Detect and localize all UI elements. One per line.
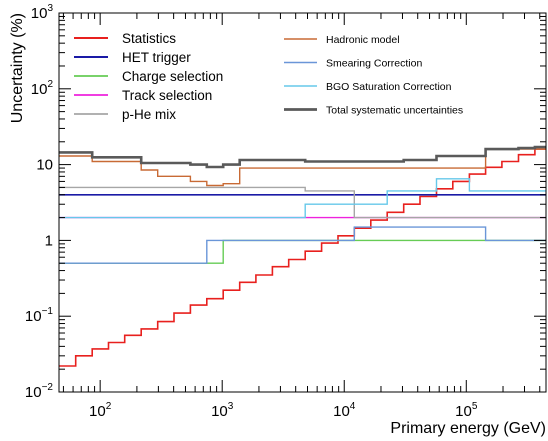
y-tick-label: 10−1 xyxy=(25,306,54,325)
legend-label-total-systematic-uncertainties: Total systematic uncertainties xyxy=(326,105,463,117)
legend-label-het-trigger: HET trigger xyxy=(122,50,191,65)
y-tick-label: 102 xyxy=(31,79,54,98)
series-smearing-correction xyxy=(59,226,546,264)
series-total-systematic-uncertainties xyxy=(59,145,546,169)
y-tick-label: 10 xyxy=(36,157,53,174)
series-hadronic-model xyxy=(59,148,546,187)
legend: Statistics HET trigger Charge selection Tra… xyxy=(74,31,463,122)
plot-frame xyxy=(58,12,547,393)
legend-label-bgo-saturation-correction: BGO Saturation Correction xyxy=(326,81,452,93)
y-axis-title: Uncertainty (%) xyxy=(9,13,26,123)
series-statistics xyxy=(59,148,546,367)
tick-labels: 102 103 104 105 10−2 10−1 1 10 102 103 xyxy=(25,3,478,420)
legend-label-smearing-correction: Smearing Correction xyxy=(326,58,422,70)
legend-label-charge-selection: Charge selection xyxy=(122,69,223,84)
x-tick-label: 102 xyxy=(89,401,112,420)
y-tick-label: 103 xyxy=(31,3,54,22)
x-tick-label: 105 xyxy=(455,401,478,420)
ticks-layer xyxy=(59,13,546,393)
x-tick-label: 104 xyxy=(333,401,356,420)
series-bgo-saturation-correction xyxy=(59,178,546,219)
legend-label-track-selection: Track selection xyxy=(122,88,212,103)
y-tick-label: 10−2 xyxy=(25,382,54,401)
series-layer xyxy=(59,145,546,367)
y-tick-label: 1 xyxy=(45,232,53,249)
legend-label-hadronic-model: Hadronic model xyxy=(326,34,400,46)
legend-label-statistics: Statistics xyxy=(122,31,176,46)
legend-label-p-he-mix: p-He mix xyxy=(122,107,176,122)
x-tick-label: 103 xyxy=(211,401,234,420)
x-axis-title: Primary energy (GeV) xyxy=(390,420,546,437)
series-p-he-mix xyxy=(59,186,546,219)
